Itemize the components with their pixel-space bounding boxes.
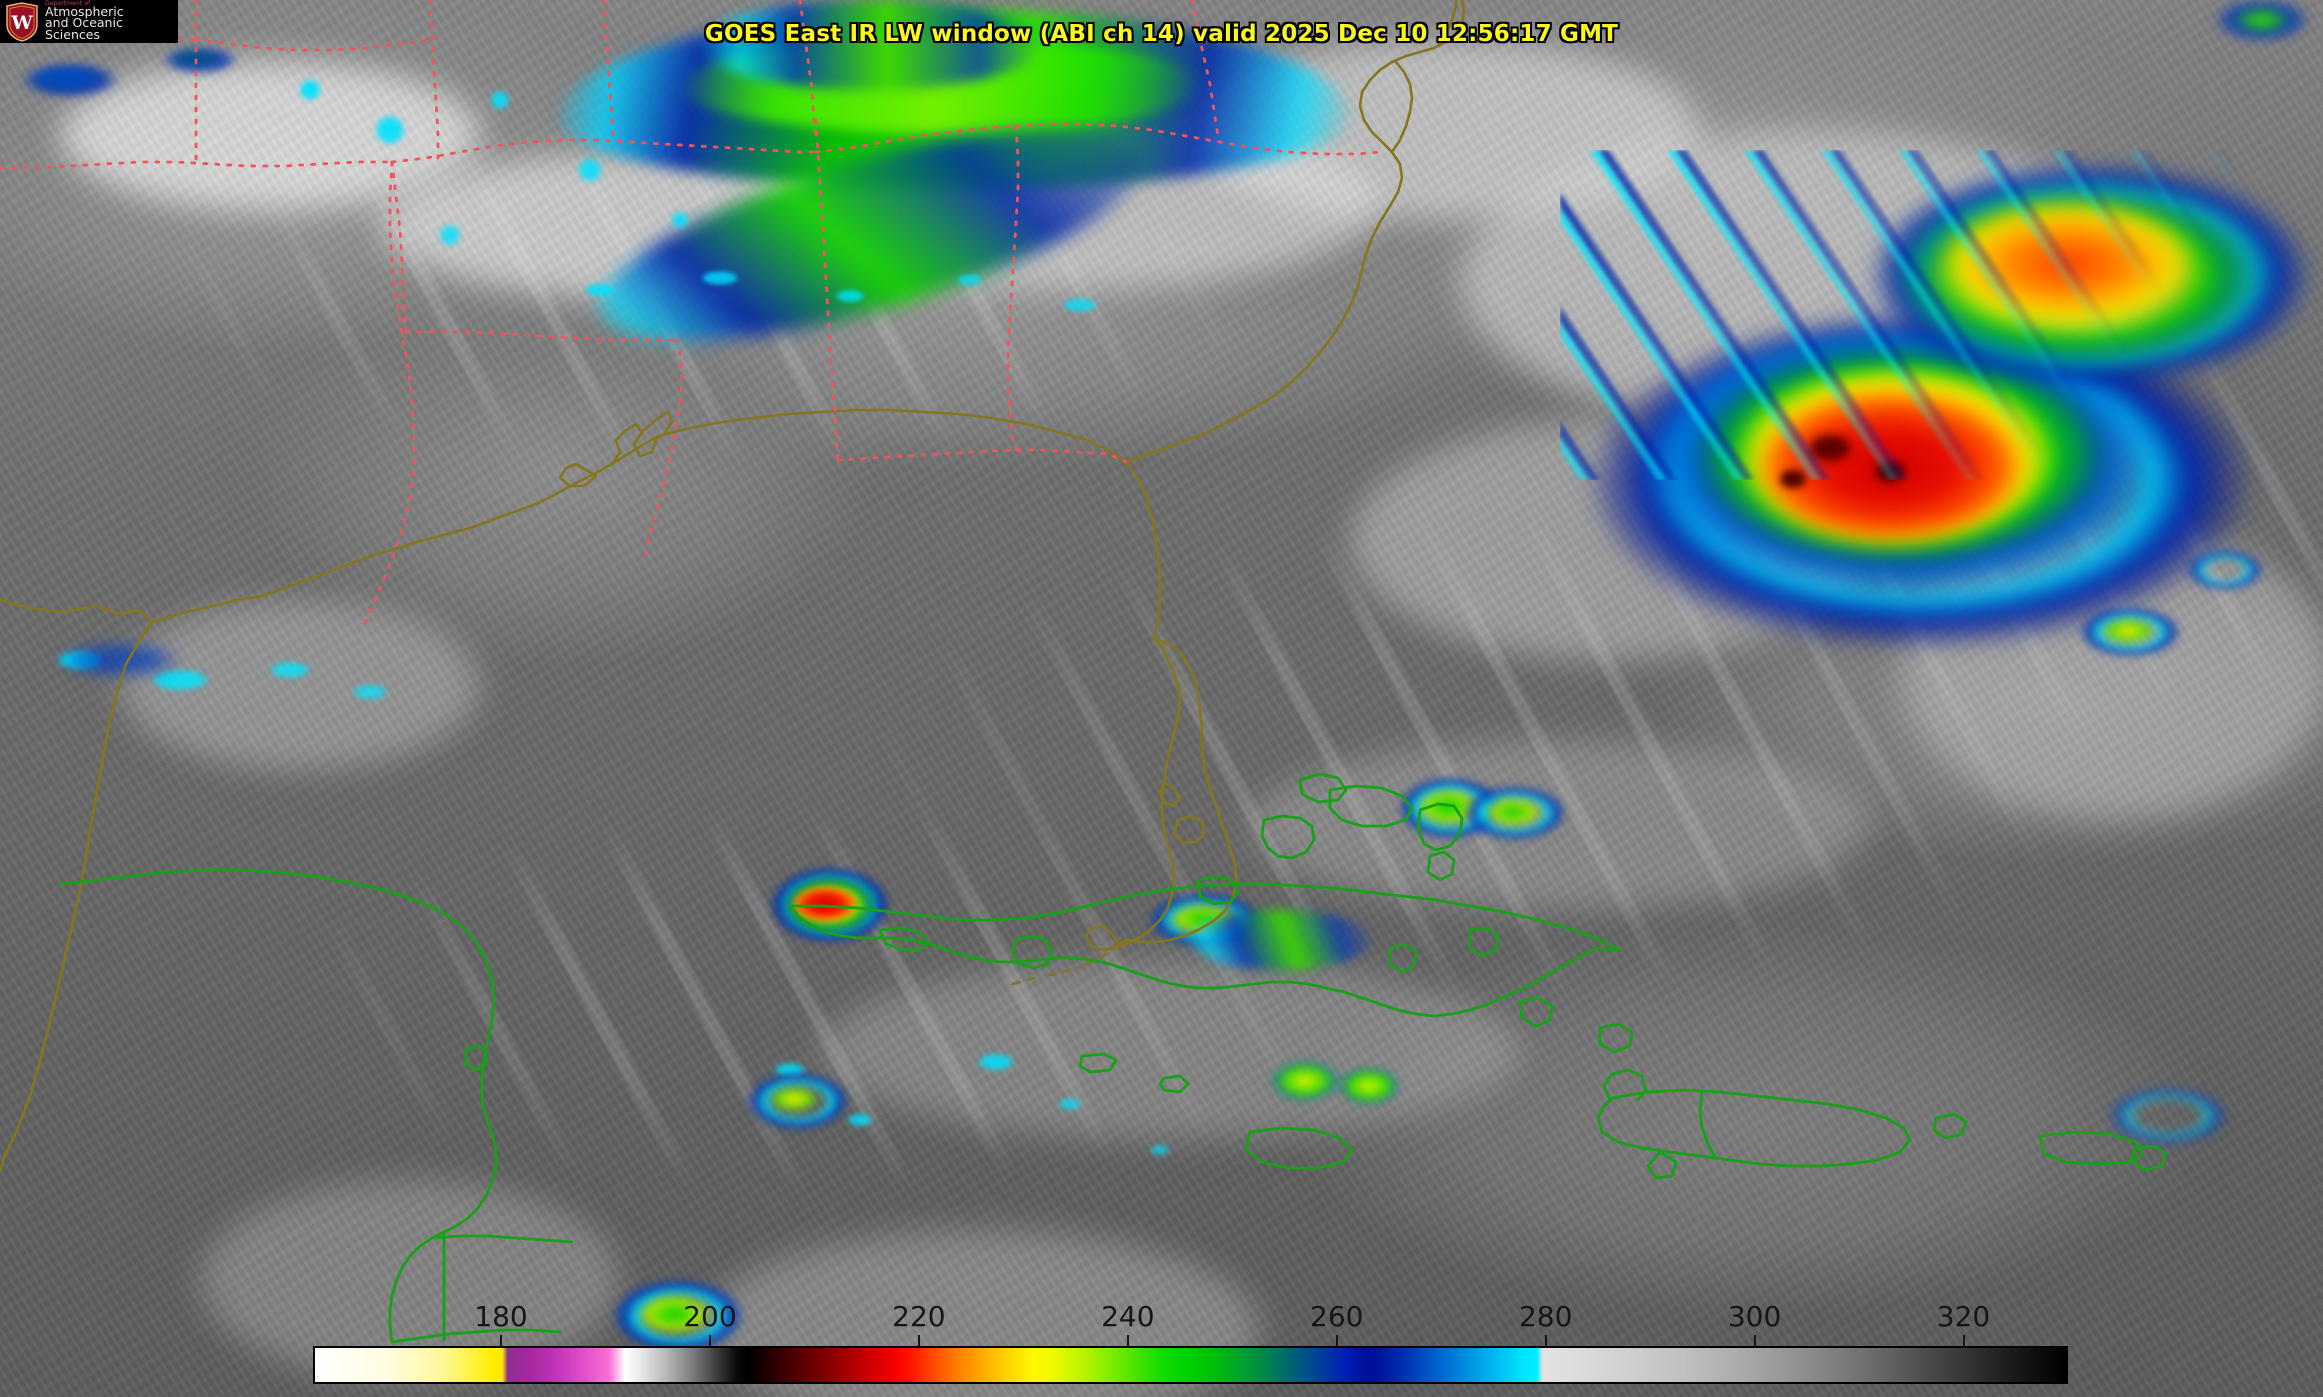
logo-line-2: and Oceanic Sciences — [45, 14, 123, 43]
convective-cell-belize — [600, 1270, 760, 1360]
convective-cell-top-right — [2200, 0, 2323, 60]
uw-madison-aos-logo[interactable]: W Department of Atmospheric and Oceanic … — [0, 0, 178, 43]
convective-cell-yucatan — [740, 1065, 860, 1135]
svg-text:W: W — [10, 12, 33, 34]
convective-cell-gulf — [760, 860, 900, 950]
convective-cell-caribbean-c — [1455, 780, 1575, 845]
scattered-cold-cells — [0, 610, 260, 730]
convective-cell-caribbean-b — [1330, 1062, 1408, 1110]
convective-cell-cuba-central — [1190, 910, 1370, 970]
scattered-cold-cells — [520, 250, 1140, 430]
convective-cell-top-center — [700, 0, 1040, 90]
logo-dept-line: Department of — [45, 0, 91, 7]
convective-cell-caribbean-e — [2180, 545, 2270, 595]
convective-cell-caribbean-d — [2070, 600, 2190, 662]
anvil-filament-band — [1560, 150, 2323, 480]
logo-wordmark: Department of Atmospheric and Oceanic Sc… — [45, 0, 178, 43]
uw-crest-icon: W — [4, 1, 40, 42]
logo-line-1: Atmospheric — [45, 3, 124, 19]
convective-cell-pacific-se — [2100, 1080, 2240, 1150]
